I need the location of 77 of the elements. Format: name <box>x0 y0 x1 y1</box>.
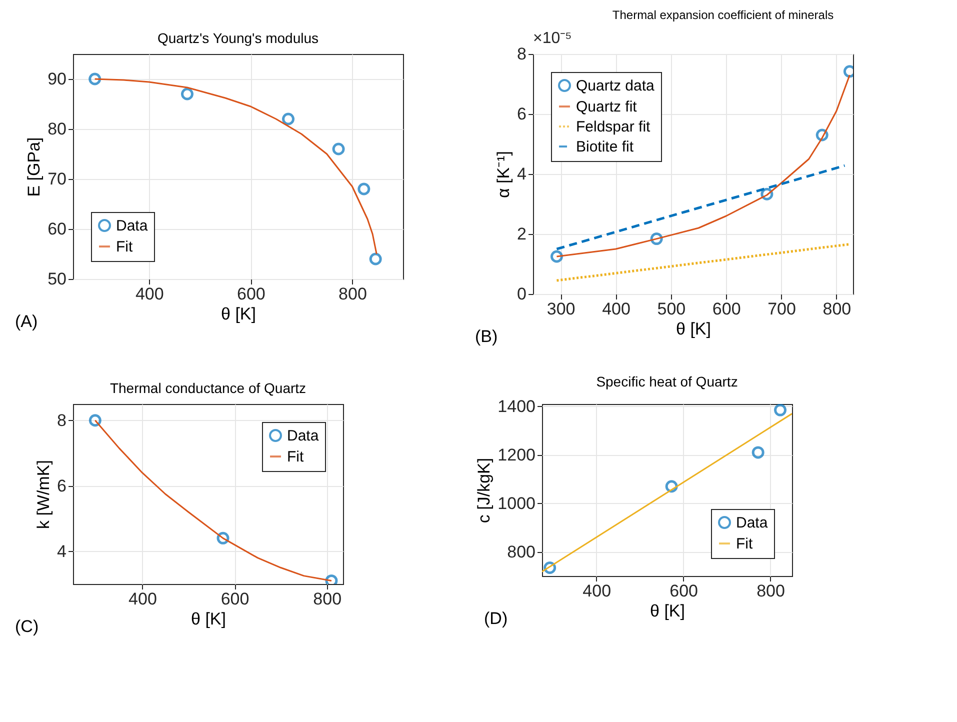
point <box>282 112 295 126</box>
y-axis-title: E [GPa] <box>24 137 44 197</box>
legend-label: Quartz data <box>576 78 656 94</box>
legend-label: Fit <box>736 536 754 552</box>
point <box>358 182 370 196</box>
point <box>325 574 338 584</box>
y-tick-label: 800 <box>507 542 536 562</box>
y-axis-title: α [K⁻¹] <box>494 151 514 198</box>
y-axis-title: c [J/kgK] <box>474 458 494 524</box>
point <box>760 188 774 200</box>
point <box>216 532 230 544</box>
x-tick-label: 400 <box>128 590 157 608</box>
point <box>774 404 787 416</box>
x-tick-label: 500 <box>657 300 686 318</box>
y-tick-label: 2 <box>517 224 526 244</box>
legend-label: Data <box>287 428 320 444</box>
text: (A) <box>15 312 38 331</box>
line-series <box>94 420 332 582</box>
x-axis-title: θ [K] <box>191 610 226 628</box>
text: (C) <box>15 617 39 636</box>
point <box>88 414 102 427</box>
y-tick-label: 1000 <box>498 494 536 513</box>
x-tick-label: 600 <box>237 284 266 304</box>
point <box>332 142 345 156</box>
legend-label: Quartz fit <box>576 98 638 116</box>
y-axis-title: k [W/mK] <box>34 460 54 529</box>
y-tick-label: 90 <box>48 70 66 88</box>
point <box>88 72 102 86</box>
x-tick-label: 400 <box>602 300 630 318</box>
y-tick-label: 50 <box>48 270 66 288</box>
x-axis-title: θ [K] <box>676 320 711 338</box>
legend-label: Feldspar fit <box>576 118 652 136</box>
legend-label: Fit <box>287 448 304 466</box>
x-tick-label: 800 <box>756 582 785 600</box>
y-tick-label: 60 <box>48 220 66 238</box>
point <box>180 88 194 100</box>
y-tick-label: 1400 <box>498 396 536 416</box>
x-tick-label: 600 <box>220 590 250 608</box>
y-tick-label: 6 <box>57 476 66 496</box>
x-tick-label: 600 <box>712 300 741 318</box>
x-tick-label: 300 <box>546 300 576 318</box>
y-tick-label: 0 <box>517 284 526 304</box>
y-tick-label: 4 <box>57 542 66 561</box>
y-tick-label: 4 <box>517 164 526 184</box>
line-series <box>94 78 378 255</box>
line-series <box>556 74 850 258</box>
legend-label: Fit <box>116 238 134 256</box>
chart-title: Thermal conductance of Quartz <box>110 380 306 396</box>
x-tick-label: 400 <box>135 284 164 304</box>
y-tick-label: 6 <box>517 104 526 124</box>
y-tick-label: 80 <box>48 120 66 138</box>
y-tick-label: 1200 <box>498 445 536 464</box>
text: ×10⁻⁵ <box>533 30 572 47</box>
point <box>550 250 563 263</box>
x-tick-label: 400 <box>582 582 612 600</box>
point <box>650 232 663 246</box>
legend-label: Biotite fit <box>576 138 634 156</box>
x-axis-title: θ [K] <box>650 602 685 620</box>
x-tick-label: 800 <box>822 300 852 318</box>
legend-label: Data <box>116 218 148 234</box>
chart-title: Quartz's Young's modulus <box>158 30 318 46</box>
legend-label: Data <box>736 514 768 532</box>
text: (B) <box>475 327 498 346</box>
x-tick-label: 800 <box>338 284 367 304</box>
point <box>544 562 556 574</box>
point <box>752 446 764 459</box>
x-tick-label: 700 <box>768 300 796 318</box>
text: (D) <box>484 609 508 628</box>
chart-title: Specific heat of Quartz <box>596 373 738 390</box>
chart-title: Thermal expansion coefficient of minerals <box>612 8 834 22</box>
point <box>369 252 382 266</box>
x-axis-title: θ [K] <box>221 304 256 324</box>
x-tick-label: 600 <box>670 582 698 600</box>
x-tick-label: 800 <box>313 590 342 608</box>
y-tick-label: 8 <box>57 410 66 430</box>
y-tick-label: 70 <box>48 170 66 188</box>
y-tick-label: 8 <box>517 44 526 64</box>
